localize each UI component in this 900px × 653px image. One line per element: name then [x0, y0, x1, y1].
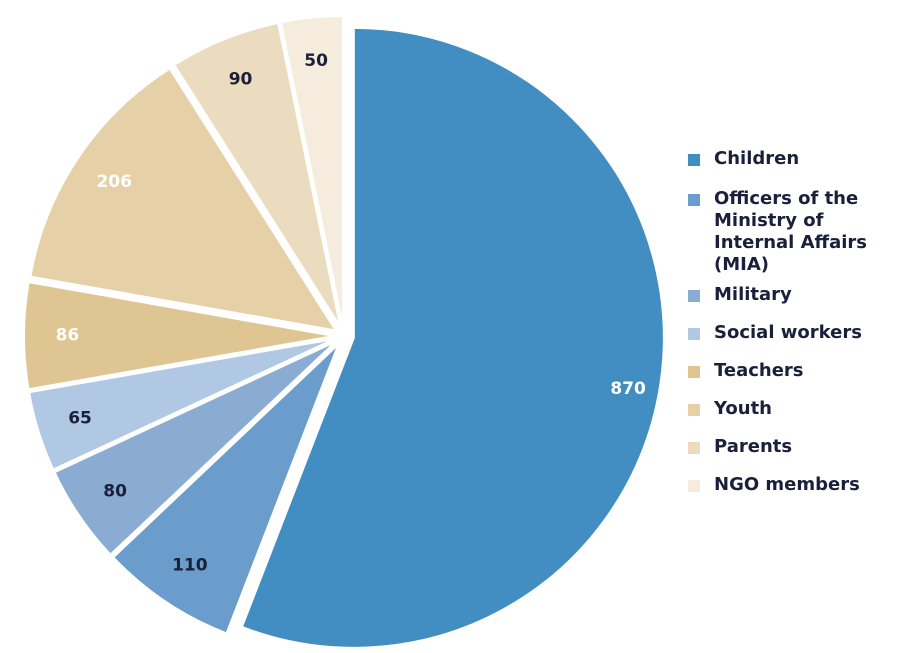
pie-slice-ngo-members	[279, 15, 344, 327]
pie-slice-parents	[172, 21, 342, 328]
legend-label-teachers: Teachers	[714, 360, 804, 381]
legend-swatch-parents	[688, 442, 700, 454]
legend-item-youth: Youth	[688, 398, 900, 420]
pie-slice-children	[240, 26, 665, 649]
slice-value-label-officers-of-the-ministry-of-internal-affairs: 110	[172, 556, 208, 576]
slice-value-label-children: 870	[610, 379, 646, 399]
legend-swatch-mia-officers	[688, 194, 700, 206]
legend-label-mia-officers: Officers of the Ministry of Internal Aff…	[714, 188, 868, 275]
legend-swatch-military	[688, 290, 700, 302]
legend-label-military: Military	[714, 284, 792, 305]
legend-item-parents: Parents	[688, 436, 900, 458]
legend-swatch-social-workers	[688, 328, 700, 340]
pie-slice-social-workers	[27, 338, 335, 471]
pie-slice-military	[53, 340, 337, 557]
legend-item-mia-officers: Officers of the Ministry of Internal Aff…	[688, 188, 900, 276]
legend-item-teachers: Teachers	[688, 360, 900, 382]
slice-value-label-parents: 90	[229, 69, 253, 89]
legend-item-ngo-members: NGO members	[688, 474, 900, 496]
slice-value-label-youth: 206	[96, 172, 132, 192]
labels-layer: 870 110 80 65 86 206 90 50	[56, 51, 646, 576]
slice-value-label-social-workers: 65	[68, 409, 92, 429]
slice-value-label-teachers: 86	[56, 326, 80, 346]
legend-label-youth: Youth	[714, 398, 772, 419]
legend-swatch-youth	[688, 404, 700, 416]
legend-item-military: Military	[688, 284, 900, 306]
legend-item-social-workers: Social workers	[688, 322, 900, 344]
pie-slice-officers-of-the-ministry-of-internal-affairs	[111, 343, 340, 635]
legend-label-parents: Parents	[714, 436, 793, 457]
legend-label-ngo-members: NGO members	[714, 474, 860, 495]
legend-swatch-teachers	[688, 366, 700, 378]
slices-layer	[23, 15, 665, 649]
pie-slice-youth	[29, 67, 338, 332]
slice-value-label-military: 80	[103, 481, 127, 501]
legend-swatch-children	[688, 154, 700, 166]
pie-slice-teachers	[23, 281, 335, 391]
legend-label-social-workers: Social workers	[714, 322, 862, 343]
legend-item-children: Children	[688, 148, 900, 170]
legend-label-children: Children	[714, 148, 800, 169]
legend-swatch-ngo-members	[688, 480, 700, 492]
legend: Children Officers of the Ministry of Int…	[688, 148, 900, 514]
slice-value-label-ngo-members: 50	[304, 51, 328, 71]
